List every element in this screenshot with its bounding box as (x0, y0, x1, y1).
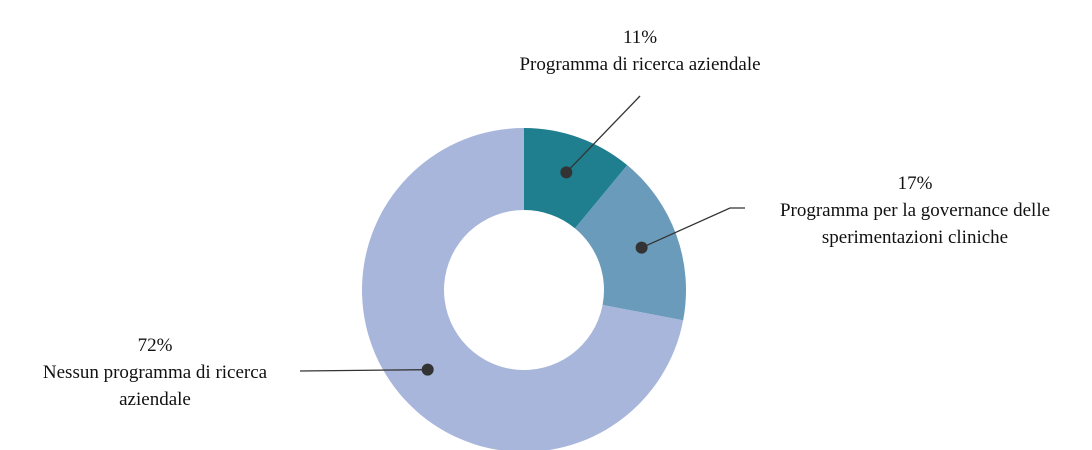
category-label: Programma per la governance delle sperim… (779, 200, 1051, 248)
category-label: Nessun programma di ricerca aziendale (42, 362, 268, 410)
data-label: 17% Programma per la governance delle spe… (740, 170, 1090, 251)
value-label: 72% (137, 335, 173, 356)
donut-slice (574, 165, 686, 321)
leader-dot (635, 241, 648, 254)
leader-line (565, 95, 641, 173)
donut-slice (362, 128, 684, 450)
donut-slice (524, 128, 628, 229)
value-label: 11% (622, 27, 658, 48)
category-label: Programma di ricerca aziendale (519, 54, 761, 75)
leader-line (299, 369, 428, 372)
value-label: 17% (897, 173, 933, 194)
leader-line (641, 207, 745, 249)
leader-dot (421, 363, 434, 376)
leader-dot (560, 166, 573, 179)
data-label: 11% Programma di ricerca aziendale (455, 24, 825, 78)
data-label: 72% Nessun programma di ricerca aziendale (35, 332, 275, 413)
